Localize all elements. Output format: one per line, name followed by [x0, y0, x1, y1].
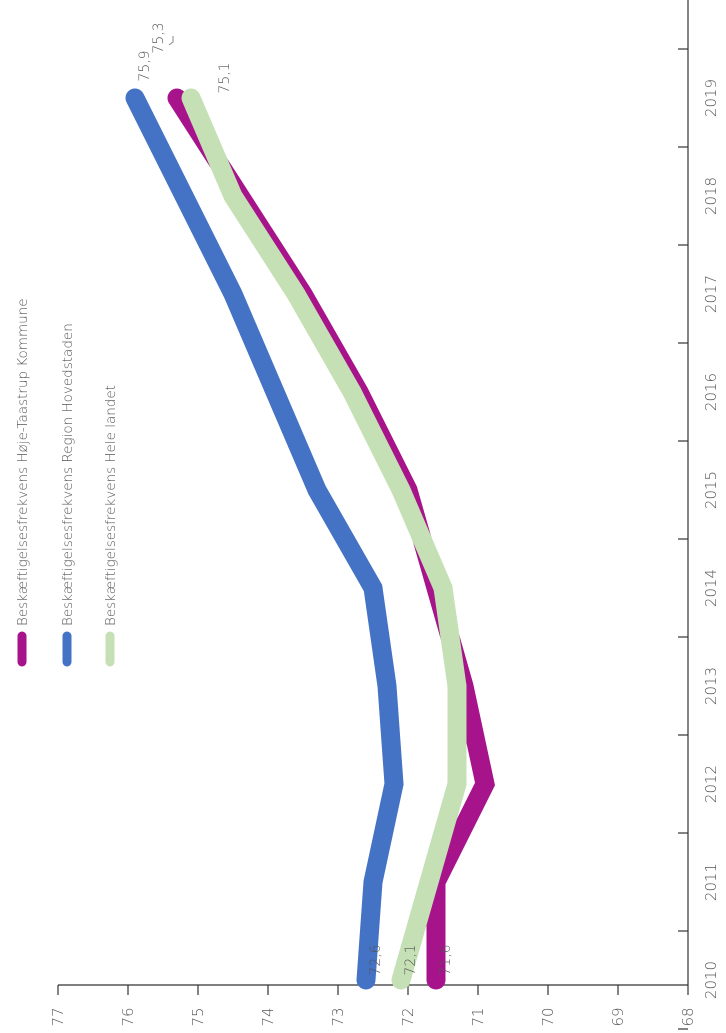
year-tick-label: 2015: [702, 471, 720, 509]
value-tick-label: 73: [329, 1007, 347, 1026]
legend-label: Beskæftigelsesfrekvens Hele landet: [103, 385, 119, 626]
value-tick-label: 72: [399, 1007, 417, 1026]
year-tick-label: 2019: [702, 79, 720, 117]
series-line-3: [181, 88, 467, 990]
year-tick-label: 2016: [702, 373, 720, 411]
legend-label: Beskæftigelsesfrekvens Region Hovedstade…: [60, 323, 76, 626]
year-tick-label: 2013: [702, 667, 720, 705]
series-line-2: [125, 88, 404, 990]
legend-label: Beskæftigelsesfrekvens Høje-Taastrup Kom…: [15, 298, 31, 626]
data-label: 75,1: [217, 62, 233, 93]
data-label: 75,3: [151, 22, 167, 53]
data-label: 75,9: [137, 50, 153, 81]
axes: 77 76 75 74 73 72 71 70 69 68 2010 2011 2012 2013 2014…: [49, 0, 720, 1030]
year-tick-label: 2012: [702, 765, 720, 803]
year-tick-label: 2018: [702, 177, 720, 215]
label-leader-line: [168, 36, 174, 46]
data-labels: 71,6 75,3 72,6 75,9 72,1 75,1: [137, 22, 454, 975]
value-tick-label: 69: [609, 1007, 627, 1026]
year-tick-label: 2010: [702, 961, 720, 999]
legend: Beskæftigelsesfrekvens Høje-Taastrup Kom…: [15, 298, 119, 667]
year-tick-label: 2014: [702, 569, 720, 607]
value-tick-label: 77: [49, 1007, 67, 1026]
value-tick-label: 70: [539, 1007, 557, 1026]
value-tick-label: 74: [259, 1007, 277, 1026]
value-tick-label: 75: [189, 1007, 207, 1026]
value-tick-label: 68: [679, 1007, 697, 1026]
data-label: 72,6: [368, 944, 384, 975]
year-tick-label: 2011: [702, 863, 720, 901]
data-label: 71,6: [438, 944, 454, 975]
value-tick-label: 76: [119, 1007, 137, 1026]
value-tick-label: 71: [469, 1007, 487, 1026]
year-tick-label: 2017: [702, 275, 720, 313]
series-layer: [125, 88, 495, 990]
data-label: 72,1: [403, 944, 419, 975]
